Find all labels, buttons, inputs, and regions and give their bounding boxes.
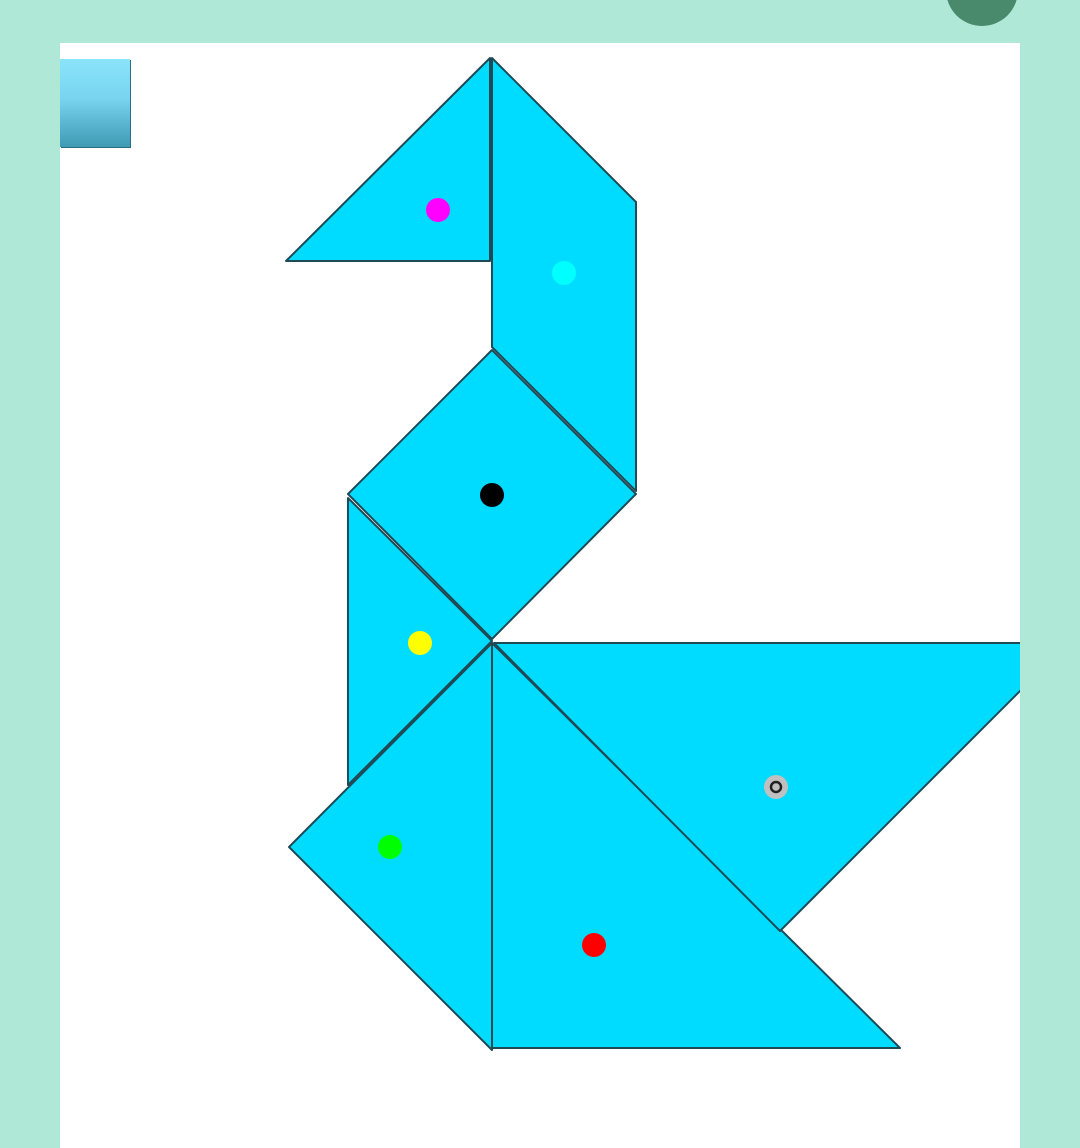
piece-tail-triangle[interactable] [493, 642, 1020, 932]
tangram-board [60, 43, 1020, 1148]
marker-tail-triangle [764, 775, 788, 799]
piece-head-triangle[interactable] [285, 57, 491, 262]
marker-head-triangle [426, 198, 450, 222]
piece-neck-parallelogram[interactable] [491, 57, 637, 492]
marker-base-triangle [582, 933, 606, 957]
piece-body-square[interactable] [347, 349, 637, 640]
selected-ring-icon [769, 780, 783, 794]
marker-neck-parallelogram [552, 261, 576, 285]
marker-body-square [480, 483, 504, 507]
marker-breast-triangle [378, 835, 402, 859]
menu-button[interactable] [946, 0, 1018, 26]
marker-chest-triangle [408, 631, 432, 655]
piece-chest-triangle[interactable] [347, 497, 493, 786]
tangram-pieces [285, 57, 1020, 1051]
piece-tool-button[interactable] [60, 59, 130, 147]
